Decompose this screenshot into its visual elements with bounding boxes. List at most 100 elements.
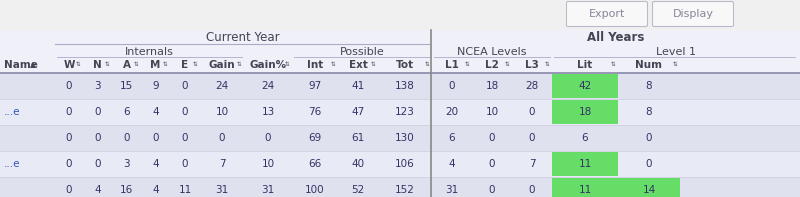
- Text: 0: 0: [123, 133, 130, 143]
- Text: ⇅: ⇅: [610, 62, 615, 67]
- Text: 6: 6: [582, 133, 588, 143]
- Text: ⇅: ⇅: [545, 62, 550, 67]
- Text: 0: 0: [94, 107, 101, 117]
- Text: 130: 130: [395, 133, 415, 143]
- Text: 106: 106: [395, 159, 415, 169]
- Text: L2: L2: [485, 60, 499, 71]
- FancyBboxPatch shape: [0, 99, 800, 125]
- Text: ⇅: ⇅: [285, 62, 290, 67]
- Text: 47: 47: [351, 107, 365, 117]
- Text: W: W: [63, 60, 74, 71]
- Text: 6: 6: [123, 107, 130, 117]
- Text: 8: 8: [646, 81, 652, 91]
- Text: 0: 0: [529, 185, 535, 195]
- Text: ⇅: ⇅: [673, 62, 678, 67]
- Text: Lit: Lit: [578, 60, 593, 71]
- Text: Tot: Tot: [396, 60, 414, 71]
- Text: 31: 31: [215, 185, 229, 195]
- Text: 0: 0: [182, 133, 188, 143]
- Text: 10: 10: [486, 107, 498, 117]
- Text: E: E: [182, 60, 189, 71]
- Text: 15: 15: [120, 81, 133, 91]
- Text: 138: 138: [395, 81, 415, 91]
- Text: 4: 4: [152, 185, 159, 195]
- Text: 18: 18: [578, 107, 592, 117]
- Text: 31: 31: [446, 185, 458, 195]
- Text: 0: 0: [66, 133, 72, 143]
- Text: N: N: [93, 60, 102, 71]
- FancyBboxPatch shape: [618, 178, 680, 197]
- Text: 66: 66: [308, 159, 322, 169]
- Text: 4: 4: [94, 185, 101, 195]
- Text: 41: 41: [351, 81, 365, 91]
- Text: 13: 13: [262, 107, 274, 117]
- Text: 0: 0: [265, 133, 271, 143]
- Text: 0: 0: [489, 159, 495, 169]
- Text: 0: 0: [646, 159, 652, 169]
- Text: 0: 0: [529, 107, 535, 117]
- FancyBboxPatch shape: [0, 125, 800, 151]
- Text: All Years: All Years: [587, 31, 644, 44]
- FancyBboxPatch shape: [0, 30, 800, 73]
- Text: 69: 69: [308, 133, 322, 143]
- Text: 7: 7: [218, 159, 226, 169]
- Text: Gain%: Gain%: [250, 60, 286, 71]
- Text: L1: L1: [445, 60, 459, 71]
- Text: 0: 0: [529, 133, 535, 143]
- Text: 11: 11: [578, 159, 592, 169]
- Text: 3: 3: [94, 81, 101, 91]
- Text: Internals: Internals: [125, 46, 174, 57]
- Text: ⇅: ⇅: [505, 62, 510, 67]
- Text: ⇅: ⇅: [425, 62, 430, 67]
- Text: 0: 0: [94, 133, 101, 143]
- Text: 0: 0: [218, 133, 226, 143]
- Text: ⇅: ⇅: [465, 62, 470, 67]
- Text: 0: 0: [66, 107, 72, 117]
- Text: Int: Int: [307, 60, 323, 71]
- Text: A: A: [122, 60, 130, 71]
- Text: Current Year: Current Year: [206, 31, 280, 44]
- Text: 31: 31: [262, 185, 274, 195]
- Text: Possible: Possible: [340, 46, 384, 57]
- Text: ⇅: ⇅: [134, 62, 138, 67]
- FancyBboxPatch shape: [0, 73, 800, 99]
- Text: 0: 0: [182, 81, 188, 91]
- Text: 24: 24: [262, 81, 274, 91]
- FancyBboxPatch shape: [552, 178, 618, 197]
- Text: 6: 6: [449, 133, 455, 143]
- Text: 0: 0: [66, 159, 72, 169]
- Text: 24: 24: [215, 81, 229, 91]
- Text: 0: 0: [489, 185, 495, 195]
- Text: Gain: Gain: [209, 60, 235, 71]
- Text: 0: 0: [646, 133, 652, 143]
- Text: L3: L3: [525, 60, 539, 71]
- Text: 0: 0: [94, 159, 101, 169]
- Text: Name: Name: [4, 60, 38, 71]
- Text: ▲: ▲: [30, 60, 36, 69]
- Text: 0: 0: [182, 159, 188, 169]
- Text: 11: 11: [178, 185, 192, 195]
- Text: ⇅: ⇅: [105, 62, 110, 67]
- Text: 0: 0: [66, 185, 72, 195]
- FancyBboxPatch shape: [653, 2, 734, 27]
- Text: 3: 3: [123, 159, 130, 169]
- FancyBboxPatch shape: [566, 2, 647, 27]
- Text: ⇅: ⇅: [162, 62, 167, 67]
- Text: 9: 9: [152, 81, 159, 91]
- Text: Display: Display: [673, 9, 714, 19]
- Text: 152: 152: [395, 185, 415, 195]
- Text: Export: Export: [589, 9, 625, 19]
- Text: Level 1: Level 1: [656, 46, 696, 57]
- Text: 20: 20: [446, 107, 458, 117]
- Text: Ext: Ext: [349, 60, 367, 71]
- Text: ⇅: ⇅: [370, 62, 375, 67]
- Text: 97: 97: [308, 81, 322, 91]
- Text: ...e: ...e: [4, 107, 21, 117]
- Text: 7: 7: [529, 159, 535, 169]
- Text: Num: Num: [635, 60, 662, 71]
- Text: 76: 76: [308, 107, 322, 117]
- Text: 11: 11: [578, 185, 592, 195]
- Text: ⇅: ⇅: [193, 62, 198, 67]
- Text: 4: 4: [152, 159, 159, 169]
- FancyBboxPatch shape: [552, 74, 618, 98]
